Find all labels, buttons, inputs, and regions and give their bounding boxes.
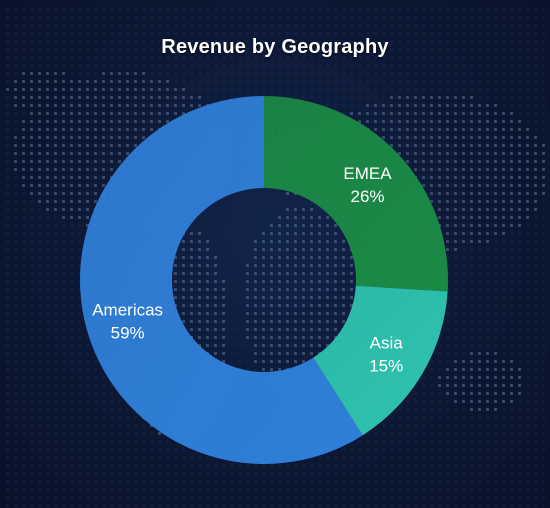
slice-value-emea: 26% <box>350 187 384 206</box>
slice-value-asia: 15% <box>369 356 403 375</box>
slice-emea <box>264 96 449 292</box>
slice-value-americas: 59% <box>111 324 145 343</box>
slice-asia <box>313 285 448 436</box>
chart-title: Revenue by Geography <box>161 36 389 58</box>
slice-label-americas: Americas <box>92 301 163 320</box>
slice-americas <box>79 96 363 464</box>
slice-label-asia: Asia <box>370 333 404 352</box>
slice-label-emea: EMEA <box>343 164 392 183</box>
